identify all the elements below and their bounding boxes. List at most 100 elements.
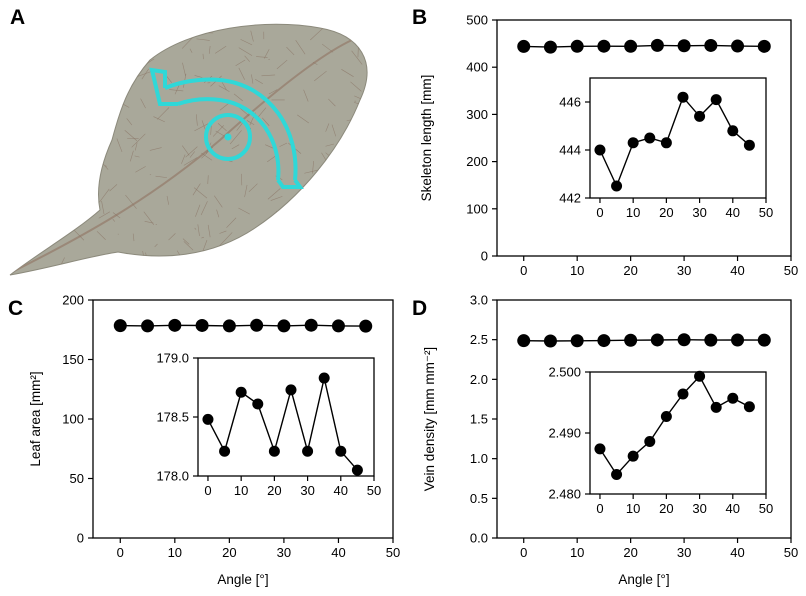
leaf-vein xyxy=(341,69,354,77)
inset-y-tick-label: 446 xyxy=(559,95,581,110)
inset-y-tick-label: 178.0 xyxy=(156,469,189,484)
leaf-vein xyxy=(91,121,100,134)
main-y-tick-label: 0.0 xyxy=(470,531,488,546)
inset-series-line xyxy=(599,95,750,188)
main-data-point xyxy=(304,318,318,332)
leaf-vein xyxy=(201,120,206,131)
leaf-vein xyxy=(116,138,123,153)
leaf-vein xyxy=(218,85,230,92)
leaf-vein xyxy=(316,257,325,267)
leaf-vein xyxy=(325,143,334,147)
inset-data-point xyxy=(594,443,606,455)
leaf-vein xyxy=(72,102,81,110)
leaf-vein xyxy=(315,205,318,207)
main-y-tick-label: 400 xyxy=(466,60,488,75)
leaf-vein xyxy=(344,145,358,149)
leaf-vein xyxy=(109,184,118,192)
leaf-vein xyxy=(276,237,282,243)
leaf-vein xyxy=(194,123,209,132)
inset-data-point xyxy=(644,132,656,144)
leaf-vein xyxy=(361,28,367,41)
leaf-vein xyxy=(268,89,278,95)
main-x-tick-label: 10 xyxy=(168,545,182,560)
main-x-tick-label: 30 xyxy=(277,545,291,560)
leaf-vein xyxy=(56,104,67,106)
main-y-tick-label: 500 xyxy=(466,13,488,28)
main-data-point xyxy=(677,333,691,347)
main-data-point xyxy=(650,38,664,52)
leaf-vein xyxy=(259,24,268,25)
leaf-vein xyxy=(72,227,85,241)
leaf-vein xyxy=(111,24,122,35)
inset-x-tick-label: 10 xyxy=(234,483,248,498)
leaf-vein xyxy=(219,102,230,111)
leaf-vein xyxy=(318,206,325,210)
main-data-point xyxy=(359,319,373,333)
leaf-vein xyxy=(74,34,84,48)
inset-x-tick-label: 30 xyxy=(692,205,706,220)
leaf-vein xyxy=(297,114,309,124)
leaf-vein xyxy=(99,188,110,203)
main-y-tick-label: 3.0 xyxy=(470,293,488,308)
main-data-point xyxy=(277,319,291,333)
leaf-vein xyxy=(228,267,234,276)
inset-y-tick-label: 444 xyxy=(559,143,581,158)
inset-data-point xyxy=(611,180,623,192)
leaf-vein xyxy=(189,24,193,32)
leaf-vein xyxy=(100,65,110,78)
inset-y-tick-label: 442 xyxy=(559,191,581,206)
leaf-shape xyxy=(9,23,368,276)
leaf-vein xyxy=(157,107,170,120)
leaf-vein xyxy=(200,201,208,216)
inset-data-point xyxy=(594,144,606,156)
inset-data-point xyxy=(318,372,330,384)
inset-data-point xyxy=(611,468,623,480)
leaf-vein xyxy=(236,122,243,131)
inset-x-tick-label: 0 xyxy=(204,483,211,498)
inset-data-point xyxy=(677,388,689,400)
inset-data-point xyxy=(627,137,639,149)
leaf-vein xyxy=(65,85,70,98)
rotation-arrow-icon xyxy=(149,67,304,189)
leaf-vein xyxy=(141,68,149,80)
leaf-vein xyxy=(194,75,203,78)
main-data-point xyxy=(168,318,182,332)
leaf-vein xyxy=(250,30,254,42)
inset-y-tick-label: 179.0 xyxy=(156,351,189,366)
leaf-vein xyxy=(240,39,253,46)
leaf-vein xyxy=(247,254,260,259)
leaf-vein xyxy=(304,169,318,174)
leaf-vein xyxy=(166,195,169,205)
chart-vein-density: 0 10 20 30 40 50 0.0 0.5 1.0 1.5 2.0 2.5 3.0 0 10 20 30 4… xyxy=(422,293,798,588)
leaf-vein xyxy=(96,231,106,240)
leaf-vein xyxy=(246,120,255,125)
leaf-vein xyxy=(98,211,111,219)
main-series-line xyxy=(523,338,765,342)
leaf-vein xyxy=(140,98,146,109)
main-y-tick-label: 2.5 xyxy=(470,332,488,347)
main-data-point xyxy=(704,38,718,52)
leaf-vein xyxy=(334,24,340,32)
main-data-point xyxy=(113,319,127,333)
leaf-vein xyxy=(219,230,227,234)
leaf-vein xyxy=(226,217,237,228)
inset-y-tick-label: 2.480 xyxy=(548,487,581,502)
main-x-tick-label: 50 xyxy=(784,545,798,560)
main-data-point xyxy=(597,334,611,348)
main-y-tick-label: 150 xyxy=(62,352,84,367)
leaf-vein xyxy=(207,253,220,266)
leaf-vein xyxy=(274,252,288,263)
leaf-vein xyxy=(189,151,196,158)
leaf-vein xyxy=(249,13,262,22)
main-data-point xyxy=(141,319,155,333)
leaf-vein xyxy=(201,152,213,161)
leaf-vein xyxy=(331,200,343,209)
leaf-vein xyxy=(112,218,115,222)
main-data-point xyxy=(517,334,531,348)
leaf-vein xyxy=(238,207,250,215)
leaf-vein xyxy=(73,205,88,218)
leaf-vein xyxy=(326,225,331,235)
leaf-vein xyxy=(350,81,362,92)
inset-x-tick-label: 20 xyxy=(659,501,673,516)
